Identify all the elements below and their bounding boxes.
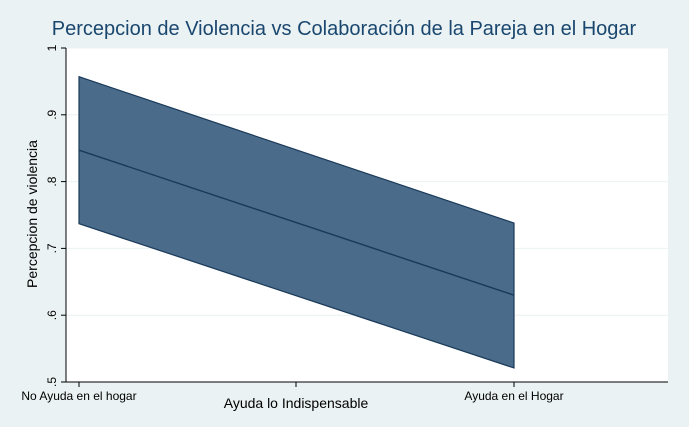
y-tick-label: 1 <box>45 44 59 51</box>
y-axis-title: Percepcion de violencia <box>24 140 40 288</box>
y-tick-label: .6 <box>45 310 59 320</box>
y-tick-label: .5 <box>45 377 59 387</box>
y-tick-label: .7 <box>45 243 59 253</box>
confidence-band-layer <box>78 75 515 369</box>
x-tick-label: No Ayuda en el hogar <box>21 389 136 403</box>
chart-title: Percepcion de Violencia vs Colaboración … <box>52 18 637 40</box>
x-axis-title: Ayuda lo Indispensable <box>224 395 369 411</box>
y-tick-label: .8 <box>45 176 59 186</box>
y-tick-label: .9 <box>45 109 59 119</box>
x-tick-label: Ayuda en el Hogar <box>464 389 563 403</box>
axes: .5 .6 .7 .8 .9 1 No Ayuda en el hogar Ayuda en … <box>21 44 668 403</box>
estimate-line <box>78 149 515 296</box>
